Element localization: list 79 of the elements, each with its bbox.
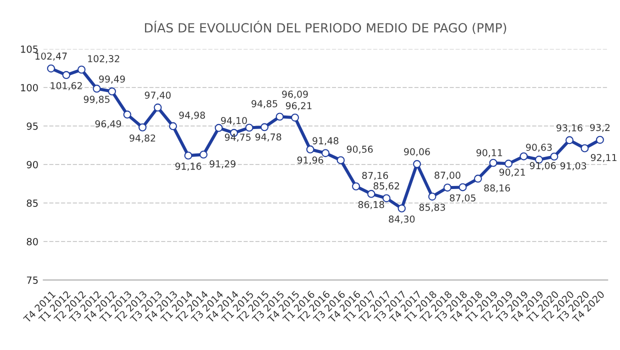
data-label: 96,09 [282,90,308,99]
data-label: 91,16 [175,162,202,171]
point [260,123,268,132]
data-label: 87,00 [434,172,460,180]
point [276,112,284,121]
y-tick-label: 85 [26,199,38,207]
point [78,66,86,74]
data-label: 99,49 [99,76,125,84]
point [382,194,390,202]
data-label: 85,62 [374,182,400,190]
point [596,136,604,144]
data-label: 90,21 [499,168,525,177]
point [47,64,56,72]
data-label: 93,16 [556,124,582,132]
data-label: 85,83 [419,204,445,212]
data-label: 99,85 [84,96,110,104]
point [474,174,482,183]
data-label: 90,63 [526,144,552,152]
point [92,84,101,93]
data-label: 101,62 [50,82,82,90]
data-label: 94,75 [224,134,251,142]
data-label: 86,18 [358,201,384,210]
point [123,110,132,119]
data-label: 94,10 [221,117,247,126]
point [306,145,314,154]
data-label: 84,30 [388,216,415,224]
point [504,160,512,168]
point [565,136,574,144]
data-label: 102,47 [36,52,67,61]
point [200,150,208,159]
point [291,114,299,122]
data-label: 96,21 [286,102,312,110]
data-label: 87,16 [362,172,388,180]
y-tick-label: 100 [21,84,38,92]
point [245,124,254,132]
data-label: 90,06 [404,148,430,156]
y-tick-label: 90 [26,160,38,168]
data-label: 96,49 [95,120,122,128]
point [62,71,70,80]
point [489,158,498,167]
data-label: 94,78 [255,133,282,142]
point [322,149,330,158]
point [108,87,116,96]
point [336,156,345,164]
data-label: 88,16 [484,184,510,192]
data-label: 94,82 [130,134,156,143]
data-label: 97,40 [144,92,171,100]
data-label: 92,11 [590,154,616,162]
point [184,152,192,160]
point [154,104,162,112]
data-label: 87,05 [450,194,476,202]
y-tick-label: 75 [26,276,38,284]
data-label: 102,32 [88,55,120,64]
data-label: 93,2 [590,124,610,132]
y-tick-label: 80 [26,238,38,246]
data-label: 91,29 [210,160,236,168]
data-label: 91,06 [530,162,556,170]
point [458,183,467,192]
point [352,182,360,190]
data-label: 90,11 [476,149,502,158]
data-label: 91,96 [297,156,324,165]
point [398,204,406,212]
data-label: 91,48 [312,137,338,146]
y-tick-label: 95 [26,122,38,130]
point [367,190,376,198]
point [550,152,558,161]
data-label: 94,85 [252,100,278,108]
point [520,152,528,160]
point [214,124,223,132]
data-label: 94,98 [179,112,205,120]
point [428,192,436,201]
point [169,122,178,130]
y-tick-label: 105 [21,45,38,53]
point [138,123,147,132]
point [580,144,589,152]
data-label: 91,03 [560,162,586,170]
point [443,184,452,192]
chart-title: DÍAS DE EVOLUCIÓN DEL PERIODO MEDIO DE PAGO (PMP) [145,20,506,34]
data-label: 90,56 [346,146,373,154]
